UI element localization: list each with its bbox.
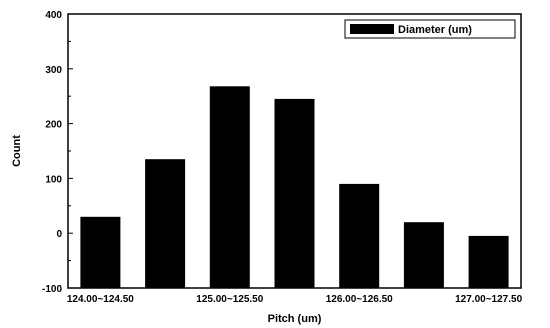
y-tick-label: -100 <box>42 284 62 295</box>
y-tick-label: 100 <box>45 174 62 185</box>
legend-label: Diameter (um) <box>398 24 472 36</box>
y-tick-label: 0 <box>56 229 62 240</box>
bars-group <box>80 86 509 289</box>
y-axis-title: Count <box>11 135 23 167</box>
bar-124.00~124.50 <box>80 216 121 288</box>
bar-127.00~127.50 <box>468 235 509 288</box>
plot-frame <box>67 13 522 289</box>
legend: Diameter (um) <box>344 19 516 39</box>
x-ticks-group: 124.00~124.50 125.00~125.50 126.00~126.50 1… <box>67 294 523 305</box>
bar-126.00~126.50 <box>339 183 380 288</box>
y-tick-label: 400 <box>45 10 62 21</box>
y-tick-label: 200 <box>45 120 62 131</box>
legend-swatch <box>350 24 394 34</box>
x-tick-label: 124.00~124.50 <box>67 294 134 305</box>
bar-125.50~126.00 <box>274 98 315 289</box>
x-axis-title: Pitch (um) <box>268 313 322 325</box>
bar-126.50~127.00 <box>403 222 444 288</box>
x-tick-label: 125.00~125.50 <box>196 294 263 305</box>
y-tick-label: 300 <box>45 65 62 76</box>
bar-124.50~125.00 <box>145 159 186 288</box>
x-tick-label: 126.00~126.50 <box>326 294 393 305</box>
x-tick-label: 127.00~127.50 <box>455 294 522 305</box>
bar-125.00~125.50 <box>209 86 250 288</box>
